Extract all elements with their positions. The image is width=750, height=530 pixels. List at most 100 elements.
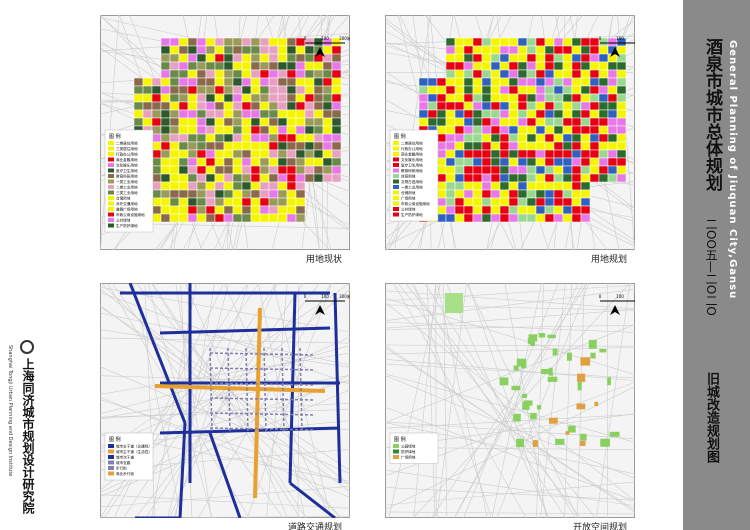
land-parcel [214,197,225,207]
land-parcel [607,61,618,71]
land-parcel [562,173,573,183]
land-parcel [160,69,171,79]
land-parcel [286,117,297,127]
land-parcel [259,125,270,135]
land-parcel [589,53,600,63]
land-parcel [250,117,261,127]
land-parcel [259,69,270,79]
sidebar [683,0,750,530]
land-parcel [499,157,510,167]
land-parcel [517,69,528,79]
land-parcel [268,141,279,151]
land-parcel [286,133,297,143]
road-secondary [263,347,267,434]
north-arrow [610,305,620,315]
land-parcel [445,141,456,151]
land-parcel [250,173,261,183]
land-parcel [535,85,546,95]
land-parcel [268,109,279,119]
land-parcel [223,189,234,199]
land-parcel [445,69,456,79]
land-parcel [295,109,306,119]
land-parcel [160,157,171,167]
land-parcel [250,93,261,103]
land-parcel [277,101,288,111]
land-parcel [553,61,564,71]
land-parcel [508,45,519,55]
land-parcel [313,85,324,95]
land-parcel [607,133,618,143]
land-parcel [169,77,180,87]
land-parcel [499,149,510,159]
land-parcel [553,117,564,127]
land-parcel [472,181,483,191]
land-parcel [463,165,474,175]
land-parcel [331,93,342,103]
land-parcel [544,77,555,87]
land-parcel [481,157,492,167]
land-parcel [214,181,225,191]
green-space [594,401,599,407]
land-parcel [205,53,216,63]
scale-label: 300米 [339,293,350,299]
land-parcel [517,61,528,71]
land-parcel [517,149,528,159]
green-space [580,433,587,441]
land-parcel [553,77,564,87]
land-parcel [535,125,546,135]
land-parcel [607,85,618,95]
land-parcel [598,69,609,79]
land-parcel [571,45,582,55]
land-parcel [553,69,564,79]
land-parcel [508,165,519,175]
land-parcel [277,197,288,207]
land-parcel [616,173,627,183]
legend-label: 道路广场用地 [116,207,138,212]
land-parcel [481,181,492,191]
street [491,283,542,518]
road-secondary [209,382,316,386]
land-parcel [133,77,144,87]
land-parcel [259,117,270,127]
land-parcel [472,85,483,95]
land-parcel [571,53,582,63]
land-parcel [499,173,510,183]
land-parcel [304,125,315,135]
green-space [548,367,553,376]
land-parcel [553,189,564,199]
road-main [208,432,242,518]
land-parcel [214,141,225,151]
land-parcel [589,77,600,87]
land-parcel [196,61,207,71]
land-parcel [499,109,510,119]
legend-label: 公共绿地 [116,218,131,223]
legend-swatch [393,179,399,184]
land-parcel [472,149,483,159]
land-parcel [490,149,501,159]
land-parcel [295,197,306,207]
land-parcel [313,173,324,183]
land-parcel [562,109,573,119]
land-parcel [277,61,288,71]
land-parcel [562,85,573,95]
land-parcel [268,45,279,55]
land-parcel [598,77,609,87]
land-parcel [598,141,609,151]
land-parcel [196,53,207,63]
land-parcel [169,181,180,191]
land-parcel [418,93,429,103]
land-parcel [277,205,288,215]
land-parcel [454,109,465,119]
land-parcel [571,205,582,215]
legend-label: 生产防护绿地 [116,223,138,228]
land-parcel [481,109,492,119]
land-parcel [133,117,144,127]
land-parcel [196,165,207,175]
legend-swatch [393,212,399,217]
land-parcel [178,69,189,79]
road-secondary [209,397,316,401]
land-parcel [616,117,627,127]
street [297,283,300,518]
land-parcel [517,125,528,135]
land-parcel [436,173,447,183]
